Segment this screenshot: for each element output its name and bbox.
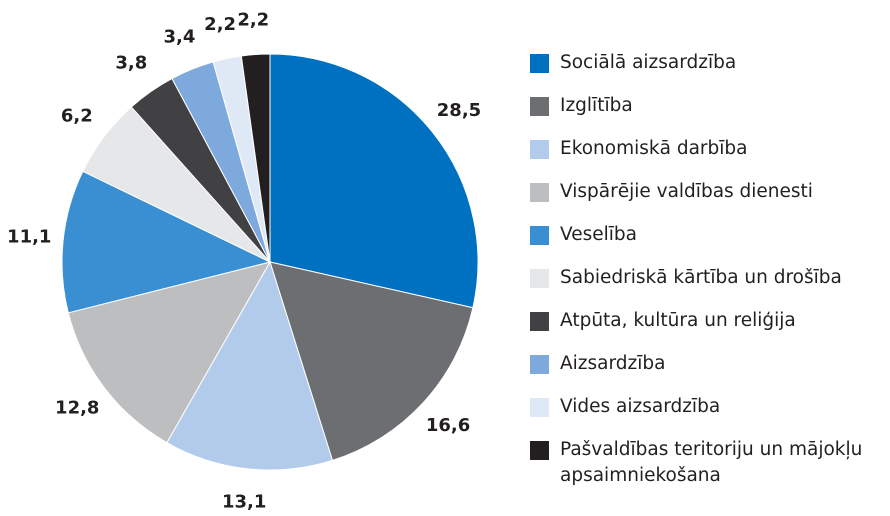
legend-label: Atpūta, kultūra un reliģija bbox=[560, 310, 796, 331]
pie-slice bbox=[269, 53, 479, 309]
legend-swatch bbox=[530, 355, 549, 374]
legend-label: Aizsardzība bbox=[560, 353, 666, 374]
pie-slice bbox=[269, 261, 474, 462]
legend-label: Pašvaldības teritoriju un mājokļu apsaim… bbox=[560, 439, 863, 486]
legend-swatch bbox=[530, 97, 549, 116]
data-label: 11,1 bbox=[7, 226, 51, 247]
pie-slice bbox=[240, 53, 271, 263]
data-label: 3,4 bbox=[163, 27, 195, 48]
legend-label: Ekonomiskā darbība bbox=[560, 138, 748, 159]
legend-label: Veselība bbox=[560, 224, 637, 245]
legend-swatch bbox=[530, 441, 549, 460]
legend-swatch bbox=[530, 183, 549, 202]
data-label: 6,2 bbox=[61, 105, 93, 126]
data-label: 13,1 bbox=[222, 492, 266, 513]
data-label: 2,2 bbox=[204, 14, 236, 35]
legend-item: Izglītība bbox=[530, 93, 888, 136]
legend-label: Sabiedriskā kārtība un drošība bbox=[560, 267, 842, 288]
data-label: 16,6 bbox=[426, 415, 470, 436]
legend-swatch bbox=[530, 312, 549, 331]
legend-swatch bbox=[530, 398, 549, 417]
legend-swatch bbox=[530, 269, 549, 288]
data-label: 2,2 bbox=[237, 10, 269, 31]
legend-item: Ekonomiskā darbība bbox=[530, 136, 888, 179]
legend-item: Sociālā aizsardzība bbox=[530, 50, 888, 93]
legend-swatch bbox=[530, 54, 549, 73]
legend-label: Izglītība bbox=[560, 95, 633, 116]
legend-swatch bbox=[530, 226, 549, 245]
legend-label: Vispārējie valdības dienesti bbox=[560, 181, 813, 202]
legend-item: Vides aizsardzība bbox=[530, 394, 888, 437]
data-label: 12,8 bbox=[55, 397, 99, 418]
legend-item: Sabiedriskā kārtība un drošība bbox=[530, 265, 888, 308]
legend-item: Atpūta, kultūra un reliģija bbox=[530, 308, 888, 351]
pie-slice bbox=[67, 261, 272, 444]
pie-slice bbox=[61, 170, 272, 314]
pie-slice bbox=[166, 260, 334, 471]
pie: 28,5 16,6 13,1 12,8 11,1 6,2 3,8 3,4 2,2 2,2 bbox=[7, 10, 481, 513]
legend-label: Vides aizsardzība bbox=[560, 396, 721, 417]
legend-swatch bbox=[530, 140, 549, 159]
legend-item: Veselība bbox=[530, 222, 888, 265]
data-label: 3,8 bbox=[115, 53, 147, 74]
legend: Sociālā aizsardzība Izglītība Ekonomiskā d… bbox=[530, 50, 888, 486]
legend-label: Sociālā aizsardzība bbox=[560, 52, 737, 73]
data-label: 28,5 bbox=[437, 100, 481, 121]
legend-item: Aizsardzība bbox=[530, 351, 888, 394]
legend-item: Pašvaldības teritoriju un mājokļu apsaim… bbox=[530, 437, 888, 486]
legend-item: Vispārējie valdības dienesti bbox=[530, 179, 888, 222]
